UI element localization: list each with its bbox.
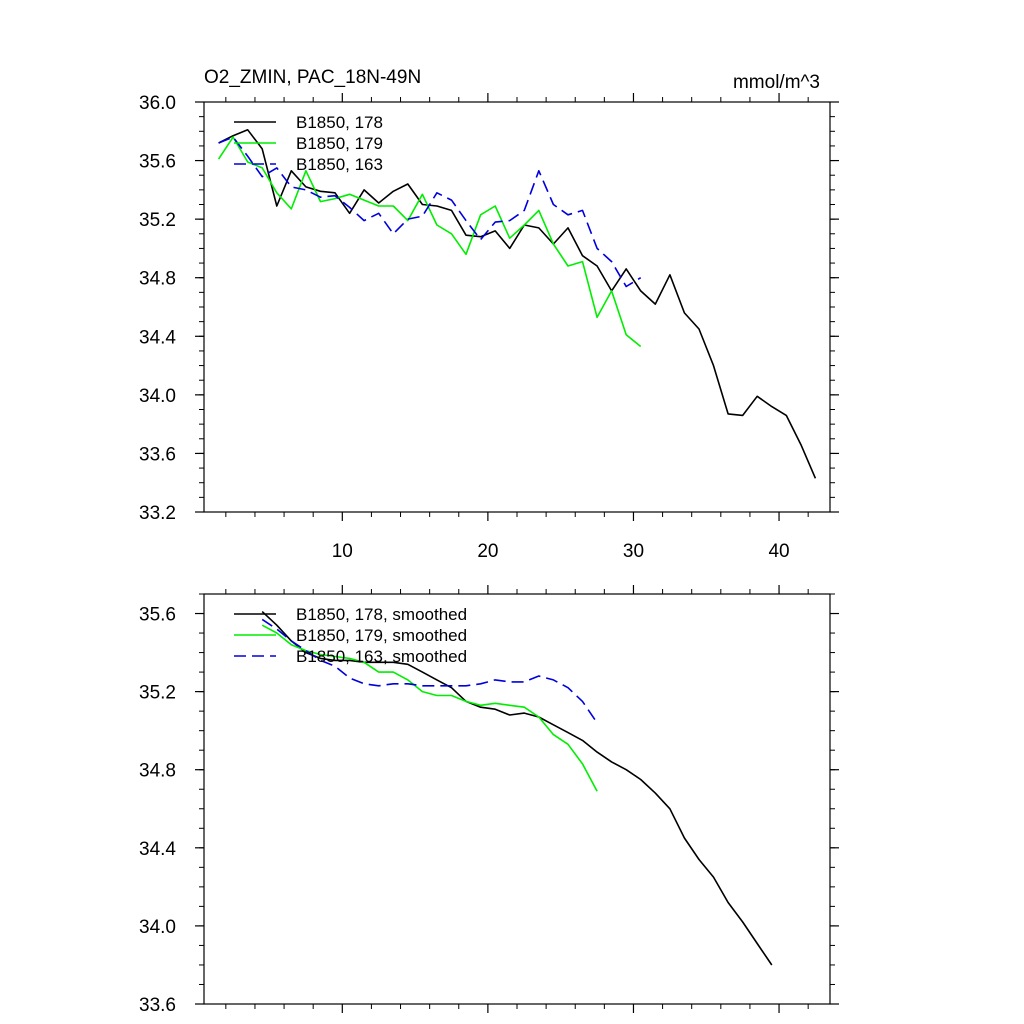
- panel2-ytick-label: 33.6: [139, 995, 176, 1016]
- panel1-ytick-label: 35.6: [139, 152, 176, 173]
- panel2-ytick-label: 35.2: [139, 683, 176, 704]
- panel1-xtick-label: 10: [332, 541, 353, 562]
- top-panel: 33.2 33.6 34.0 34.4 34.8 35.2 35.6 36.0 10 20 30 40…: [139, 93, 839, 562]
- panel1-ytick-label: 33.2: [139, 503, 176, 524]
- panel2-ytick-label: 34.0: [139, 917, 176, 938]
- panel1-ytick-label: 36.0: [139, 93, 176, 114]
- panel1-ytick-label: 35.2: [139, 210, 176, 231]
- panel2-series-run178-line: [261, 611, 773, 966]
- panel1-legend-label-run179: B1850, 179: [296, 134, 383, 153]
- panel2-legend-label-run163: B1850, 163, smoothed: [296, 647, 467, 666]
- panel2-series-run179-line: [261, 624, 598, 792]
- panel1-series-run178-line: [218, 129, 817, 479]
- panel1-xtick-label: 30: [623, 541, 644, 562]
- panel1-ytick-label: 34.8: [139, 269, 176, 290]
- panel1-ytick-label: 34.0: [139, 386, 176, 407]
- panel2-legend-label-run179: B1850, 179, smoothed: [296, 626, 467, 645]
- panel2-ytick-label: 34.4: [139, 839, 176, 860]
- panel1-legend-label-run178: B1850, 178: [296, 113, 383, 132]
- panel1-ytick-label: 33.6: [139, 444, 176, 465]
- panel1-series-run179-line: [217, 136, 642, 348]
- panel2-ytick-label: 34.8: [139, 761, 176, 782]
- bottom-panel: 33.6 34.0 34.4 34.8 35.2 35.6 B1850, 178, smoo…: [139, 585, 839, 1016]
- panel1-ytick-label: 34.4: [139, 327, 176, 348]
- panel2-legend-label-run178: B1850, 178, smoothed: [296, 605, 467, 624]
- panel1-legend-label-run163: B1850, 163: [296, 155, 383, 174]
- panel1-xtick-label: 20: [477, 541, 498, 562]
- panel1-xtick-label: 40: [768, 541, 789, 562]
- panel2-series-run163-line: [261, 618, 598, 724]
- panel2-ytick-label: 35.6: [139, 605, 176, 626]
- units-label: mmol/m^3: [733, 72, 820, 93]
- figure-title: O2_ZMIN, PAC_18N-49N: [204, 67, 421, 88]
- panel1-series-run163-line: [218, 136, 642, 288]
